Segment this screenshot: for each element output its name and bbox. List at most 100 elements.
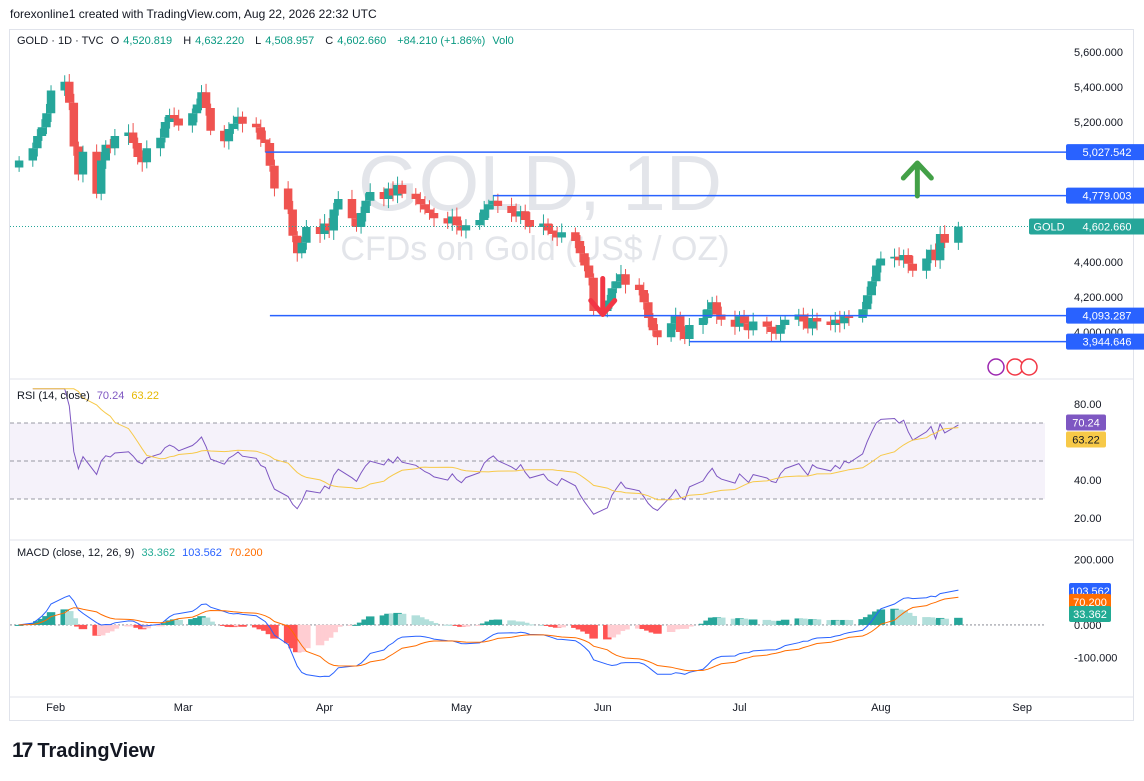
macd-histogram-bar <box>188 619 197 625</box>
candle <box>96 160 106 194</box>
candle <box>739 316 749 324</box>
candle <box>365 192 375 201</box>
price-tick-label: 4,200.000 <box>1074 292 1123 304</box>
candle <box>388 188 398 196</box>
candle <box>133 143 142 157</box>
rsi-legend[interactable]: RSI (14, close) 70.24 63.22 <box>17 390 163 402</box>
macd-histogram-bar <box>744 619 753 625</box>
candle <box>297 242 307 254</box>
macd-histogram-bar <box>717 617 726 625</box>
candle <box>379 192 389 199</box>
macd-histogram-bar <box>420 619 430 625</box>
macd-line <box>19 589 959 678</box>
price-tick-label: 5,400.000 <box>1074 82 1123 94</box>
macd-histogram-bar <box>92 624 101 636</box>
macd-histogram-bar <box>748 619 758 625</box>
change-value: +84.210 (+1.86%) <box>397 35 486 47</box>
candle <box>201 92 211 108</box>
macd-histogram-bar <box>224 624 234 627</box>
candle <box>616 274 626 282</box>
candle <box>493 200 503 206</box>
tradingview-logo[interactable]: 17 TradingView <box>12 739 155 763</box>
candle <box>238 116 247 124</box>
symbol-tag-label: GOLD <box>1033 222 1064 234</box>
macd-histogram-bar <box>685 624 694 627</box>
candle <box>908 263 918 271</box>
macd-histogram-bar <box>835 620 845 625</box>
candle <box>475 220 484 226</box>
price-tick-label: 5,200.000 <box>1074 117 1123 129</box>
candle <box>256 127 266 140</box>
macd-histogram-bar <box>352 624 361 626</box>
volume-value: Vol0 <box>492 35 514 47</box>
candle <box>206 108 215 131</box>
macd-histogram-bar <box>698 623 708 625</box>
x-tick-label: Mar <box>174 702 193 714</box>
macd-tick-label: 200.000 <box>1074 554 1114 566</box>
macd-histogram-bar <box>634 624 644 629</box>
macd-histogram-bar <box>730 618 740 625</box>
macd-histogram-bar <box>676 624 685 629</box>
x-tick-label: Jul <box>732 702 746 714</box>
symbol-tag <box>1029 218 1069 235</box>
candle <box>671 316 680 324</box>
x-tick-label: Aug <box>871 702 891 714</box>
macd-histogram-bar <box>265 624 275 635</box>
candle <box>780 319 790 325</box>
candle <box>69 102 79 147</box>
macd-histogram-bar <box>908 615 918 625</box>
macd-histogram-bar <box>493 619 503 625</box>
candle <box>954 226 963 243</box>
candle <box>329 209 338 231</box>
candle <box>890 256 899 259</box>
macd-histogram-bar <box>479 623 489 625</box>
macd-histogram-bar <box>33 621 42 625</box>
macd-histogram-bar <box>780 619 790 625</box>
candle <box>220 130 229 142</box>
macd-histogram-bar <box>315 624 325 646</box>
candle <box>42 113 51 128</box>
candle <box>293 235 302 254</box>
candle <box>452 216 462 226</box>
candle <box>935 234 945 261</box>
macd-histogram-bar <box>922 617 931 625</box>
macd-histogram-bar <box>666 624 676 632</box>
macd-value-tag <box>1069 605 1111 622</box>
candle <box>356 213 366 227</box>
candle <box>188 113 197 126</box>
macd-histogram-bar <box>612 624 621 635</box>
macd-histogram-bar <box>393 612 402 625</box>
candle <box>169 115 179 119</box>
candle <box>607 288 617 301</box>
candle <box>899 255 908 261</box>
macd-value: 103.562 <box>182 547 222 559</box>
rsi-title: RSI (14, close) <box>17 390 90 402</box>
macd-histogram-bar <box>174 619 183 625</box>
event-icon <box>987 358 1005 376</box>
macd-histogram-bar <box>416 617 425 625</box>
macd-histogram-bar <box>826 620 835 625</box>
x-tick-label: Apr <box>316 702 333 714</box>
level-label: 3,944.646 <box>1083 337 1132 349</box>
macd-histogram-bar <box>812 619 822 625</box>
candle <box>712 302 721 315</box>
flag-icon <box>1020 358 1038 376</box>
macd-histogram-bar <box>324 624 334 638</box>
candle <box>748 321 758 331</box>
macd-histogram-bar <box>712 617 721 625</box>
macd-histogram-bar <box>931 619 940 625</box>
macd-histogram-bar <box>603 624 612 640</box>
candle <box>156 137 165 149</box>
rsi-line <box>32 388 959 515</box>
price-tick-label: 5,600.000 <box>1074 47 1123 59</box>
macd-histogram-bar <box>954 617 963 625</box>
candle <box>744 323 753 331</box>
symbol-label[interactable]: GOLD · 1D · TVC <box>17 35 104 47</box>
candle <box>520 211 530 220</box>
candle <box>840 316 849 324</box>
candle <box>735 316 744 327</box>
macd-legend[interactable]: MACD (close, 12, 26, 9) 33.362 103.562 7… <box>17 547 267 559</box>
candle <box>676 316 685 332</box>
up-arrow-icon <box>900 160 934 199</box>
